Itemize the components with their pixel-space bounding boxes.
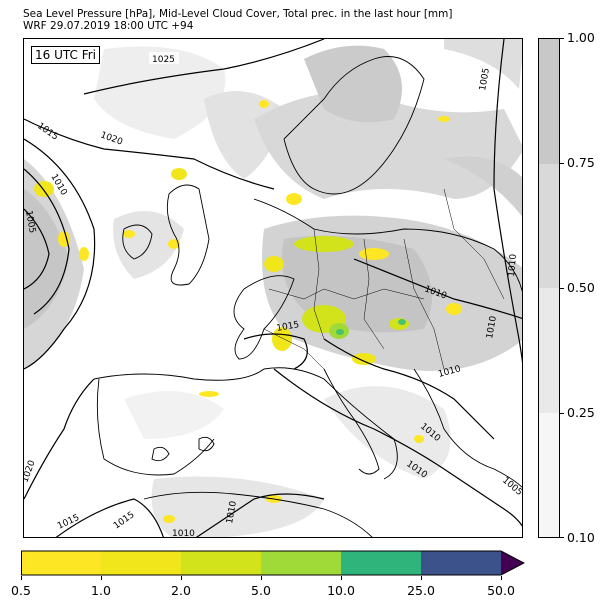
precip-tick-label: 0.5 [11,583,31,598]
cloud-tick [560,163,564,164]
cloud-tick-label: 0.75 [567,155,595,170]
isobar-label: 1015 [276,320,300,334]
isobar-label: 1015 [35,121,59,142]
country-borders [263,188,505,370]
precip-tick-label: 25.0 [407,583,435,598]
coastlines [93,56,522,537]
cloud-tick [560,537,564,538]
precip-tick [501,576,502,580]
chart-title: Sea Level Pressure [hPa], Mid-Level Clou… [23,8,453,20]
isobars [24,39,522,537]
map-canvas: 1025 1015 1020 1010 1005 1005 1010 1010 … [24,39,523,538]
valid-time-label: 16 UTC Fri [31,46,100,64]
cloud-band-low [539,412,559,537]
isobar-label: 1005 [24,210,37,234]
precip-tick-label: 2.0 [171,583,191,598]
precipitation-colorbar [21,550,525,576]
precip-tick [341,576,342,580]
isobar-label: 1005 [500,476,523,498]
cloud-tick [560,413,564,414]
cloud-band-mid-low [539,288,559,413]
precip-tick-label: 5.0 [251,583,271,598]
cloud-band-high [539,39,559,164]
isobar-label: 1010 [507,253,519,277]
precip-tick [261,576,262,580]
isobar-label: 1020 [99,130,124,147]
isobar-label: 1025 [152,55,175,65]
precip-extend-arrow [501,551,524,575]
cloud-tick [560,38,564,39]
precip-band [261,551,341,575]
cloud-band-mid-high [539,163,559,288]
precip-band [21,551,101,575]
isobar-label: 1020 [24,459,38,484]
cloud-tick-label: 0.10 [567,530,595,545]
isobar-label: 1010 [485,315,499,340]
cloud-tick-label: 0.50 [567,280,595,295]
precip-tick-label: 50.0 [487,583,515,598]
cloud-tick-label: 1.00 [567,30,595,45]
precip-tick [181,576,182,580]
precip-tick [101,576,102,580]
model-run-subtitle: WRF 29.07.2019 18:00 UTC +94 [23,20,194,32]
cloud-cover-colorbar [538,38,560,538]
cloud-tick-label: 0.25 [567,405,595,420]
precip-band [341,551,421,575]
precip-tick [421,576,422,580]
precip-band [181,551,261,575]
precip-tick-label: 10.0 [327,583,355,598]
isobar-label: 1005 [478,67,492,91]
precip-band [101,551,181,575]
precipitation-layer [34,100,462,523]
isobar-label: 1015 [112,510,136,531]
cloud-cover-layer [24,39,522,537]
precip-tick-label: 1.0 [91,583,111,598]
precip-band [421,551,501,575]
precip-tick [21,576,22,580]
isobar-label: 1010 [225,500,239,525]
cloud-tick [560,288,564,289]
weather-map: 1025 1015 1020 1010 1005 1005 1010 1010 … [23,38,523,538]
isobar-label: 1010 [172,529,195,538]
